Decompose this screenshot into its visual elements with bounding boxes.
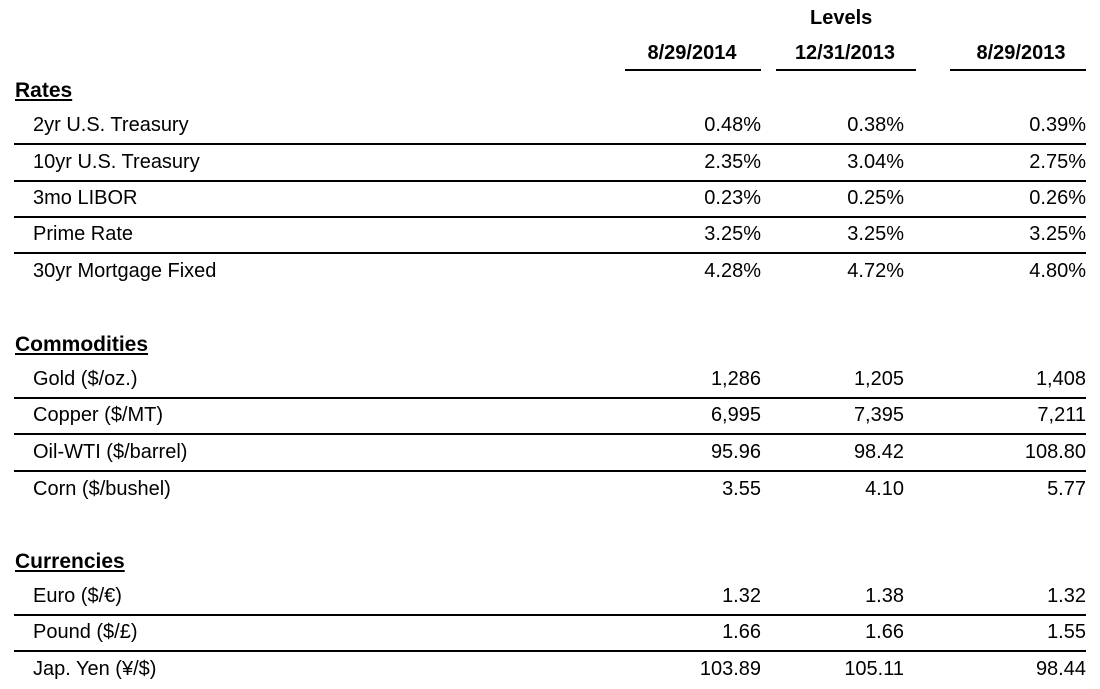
row-value-col3: 4.80% [1029, 260, 1086, 282]
table-row: Corn ($/bushel) 3.55 4.10 5.77 [14, 471, 1086, 507]
row-value-col1: 0.48% [704, 114, 761, 136]
row-value-col3: 1,408 [1035, 368, 1086, 390]
row-label: Jap. Yen (¥/$) [33, 658, 157, 680]
row-value-col1: 1.32 [722, 585, 761, 607]
row-value-col2: 1.66 [865, 621, 904, 643]
row-label: 3mo LIBOR [33, 187, 138, 209]
table-row: 3mo LIBOR 0.23% 0.25% 0.26% [14, 180, 1086, 218]
table-row: Gold ($/oz.) 1,286 1,205 1,408 [14, 361, 1086, 399]
row-value-col1: 4.28% [704, 260, 761, 282]
row-value-col1: 6,995 [710, 404, 761, 426]
row-value-col2: 1,205 [853, 368, 904, 390]
table-row: Pound ($/£) 1.66 1.66 1.55 [14, 614, 1086, 652]
table-row: Copper ($/MT) 6,995 7,395 7,211 [14, 397, 1086, 435]
row-value-col1: 1.66 [722, 621, 761, 643]
row-label: Gold ($/oz.) [33, 368, 138, 390]
row-value-col3: 7,211 [1037, 404, 1086, 426]
row-label: Corn ($/bushel) [33, 478, 171, 500]
section-title-currencies: Currencies [15, 550, 125, 573]
row-value-col3: 0.39% [1029, 114, 1086, 136]
row-value-col2: 3.25% [847, 223, 904, 245]
row-value-col1: 0.23% [704, 187, 761, 209]
header-underline-3 [950, 69, 1086, 71]
table-row: 30yr Mortgage Fixed 4.28% 4.72% 4.80% [14, 253, 1086, 289]
table-row: Prime Rate 3.25% 3.25% 3.25% [14, 216, 1086, 254]
row-value-col2: 7,395 [853, 404, 904, 426]
levels-group-header: Levels [810, 7, 873, 29]
table-row: Euro ($/€) 1.32 1.38 1.32 [14, 578, 1086, 616]
row-value-col2: 0.38% [847, 114, 904, 136]
table-row: Jap. Yen (¥/$) 103.89 105.11 98.44 [14, 651, 1086, 687]
row-value-col1: 95.96 [710, 441, 761, 463]
row-value-col1: 3.55 [722, 478, 761, 500]
row-label: Copper ($/MT) [33, 404, 164, 426]
row-value-col3: 98.44 [1035, 658, 1086, 680]
row-value-col3: 108.80 [1024, 441, 1086, 463]
row-value-col2: 98.42 [853, 441, 904, 463]
row-label: Oil-WTI ($/barrel) [33, 441, 188, 463]
row-value-col1: 3.25% [704, 223, 761, 245]
row-label: Euro ($/€) [33, 585, 122, 607]
row-value-col3: 1.55 [1047, 621, 1086, 643]
row-value-col3: 1.32 [1047, 585, 1086, 607]
row-value-col3: 2.75% [1029, 151, 1086, 173]
row-value-col3: 5.77 [1047, 478, 1086, 500]
row-value-col2: 105.11 [844, 658, 904, 680]
row-label: 2yr U.S. Treasury [33, 114, 189, 136]
row-label: 30yr Mortgage Fixed [33, 260, 217, 282]
column-header-date-1: 8/29/2014 [647, 42, 737, 64]
row-value-col2: 3.04% [847, 151, 904, 173]
row-value-col2: 0.25% [847, 187, 904, 209]
section-title-commodities: Commodities [15, 333, 149, 356]
row-value-col2: 4.72% [847, 260, 904, 282]
row-value-col2: 1.38 [865, 585, 904, 607]
row-value-col3: 3.25% [1029, 223, 1086, 245]
section-title-rates: Rates [15, 79, 73, 102]
table-row: Oil-WTI ($/barrel) 95.96 98.42 108.80 [14, 434, 1086, 472]
table-row: 2yr U.S. Treasury 0.48% 0.38% 0.39% [14, 107, 1086, 145]
row-value-col1: 2.35% [704, 151, 761, 173]
row-label: Prime Rate [33, 223, 134, 245]
row-value-col3: 0.26% [1029, 187, 1086, 209]
row-label: Pound ($/£) [33, 621, 138, 643]
row-value-col1: 103.89 [699, 658, 761, 680]
header-underline-1 [625, 69, 761, 71]
column-header-date-2: 12/31/2013 [794, 42, 896, 64]
header-underline-2 [776, 69, 916, 71]
row-value-col1: 1,286 [710, 368, 761, 390]
row-value-col2: 4.10 [865, 478, 904, 500]
row-label: 10yr U.S. Treasury [33, 151, 200, 173]
column-header-date-3: 8/29/2013 [976, 42, 1066, 64]
table-row: 10yr U.S. Treasury 2.35% 3.04% 2.75% [14, 144, 1086, 182]
